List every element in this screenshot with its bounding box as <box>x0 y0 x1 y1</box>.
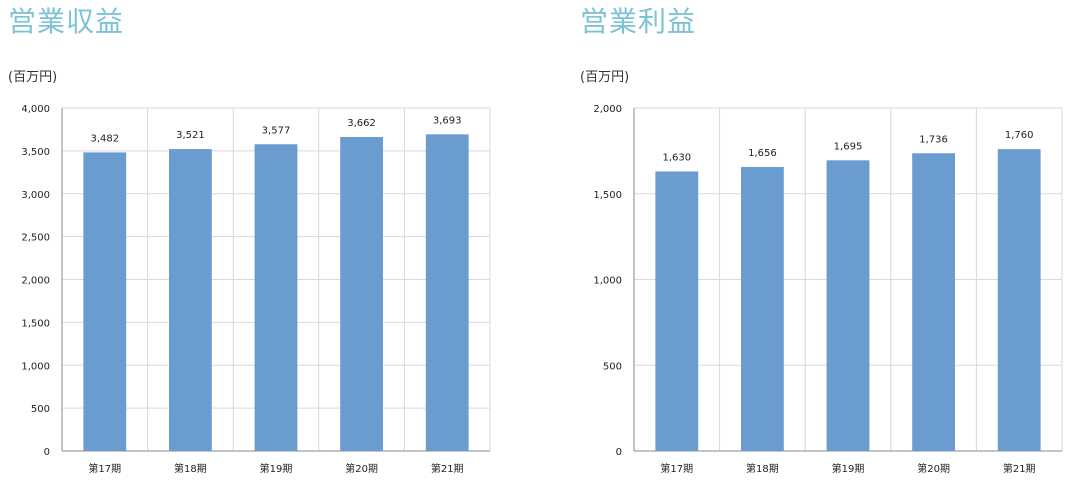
revenue-bar-chart: 0 500 1,000 1,500 2,000 2,500 3,000 3,500 4,000 3… <box>21 104 491 475</box>
revenue-chart-title: 営業収益 <box>8 5 125 38</box>
revenue-bar <box>425 134 469 451</box>
revenue-bar <box>169 149 212 451</box>
revenue-ytick-label: 1,000 <box>21 361 50 372</box>
revenue-ytick-label: 3,000 <box>21 190 50 201</box>
operating-profit-ytick-label: 1,000 <box>593 276 622 287</box>
operating-profit-bar-chart: 0 500 1,000 1,500 2,000 1,630 第17期 1,656 第18期 1,6… <box>593 104 1063 475</box>
operating-profit-bar <box>826 160 870 451</box>
revenue-ytick-label: 1,500 <box>21 318 50 329</box>
revenue-unit-label: (百万円) <box>8 70 58 85</box>
revenue-ytick-label: 500 <box>31 404 50 415</box>
operating-profit-bar <box>741 166 784 451</box>
operating-profit-bar <box>912 153 955 451</box>
revenue-value-label: 3,693 <box>433 115 462 126</box>
operating-profit-category-label: 第18期 <box>746 462 779 475</box>
operating-profit-value-label: 1,760 <box>1005 130 1034 141</box>
revenue-ytick-label: 2,000 <box>21 276 50 287</box>
operating-profit-category-label: 第17期 <box>660 462 693 475</box>
operating-profit-value-label: 1,695 <box>834 141 863 152</box>
operating-profit-ytick-label: 2,000 <box>593 104 622 115</box>
revenue-value-label: 3,662 <box>347 118 376 129</box>
revenue-value-label: 3,577 <box>262 125 291 136</box>
operating-profit-bar <box>655 171 699 451</box>
revenue-category-label: 第20期 <box>345 462 378 475</box>
revenue-category-label: 第17期 <box>88 462 121 475</box>
revenue-ytick-label: 3,500 <box>21 147 50 158</box>
revenue-bar <box>83 152 127 451</box>
operating-profit-ytick-label: 500 <box>603 361 622 372</box>
revenue-category-label: 第19期 <box>260 462 293 475</box>
revenue-ytick-label: 4,000 <box>21 104 50 115</box>
operating-profit-value-label: 1,630 <box>662 152 691 163</box>
operating-profit-category-label: 第19期 <box>832 462 865 475</box>
operating-profit-ytick-label: 0 <box>616 447 622 458</box>
revenue-bar <box>254 144 298 451</box>
revenue-chart-panel: 営業収益 (百万円) 0 500 1,000 1,500 2,000 2,500 3,000… <box>0 0 500 481</box>
operating-profit-unit-label: (百万円) <box>580 70 630 85</box>
operating-profit-category-label: 第21期 <box>1003 462 1036 475</box>
operating-profit-value-label: 1,656 <box>748 148 777 159</box>
operating-profit-chart-title: 営業利益 <box>580 5 697 38</box>
operating-profit-bar <box>997 149 1041 451</box>
revenue-value-label: 3,482 <box>90 133 119 144</box>
operating-profit-value-label: 1,736 <box>919 134 948 145</box>
operating-profit-ytick-label: 1,500 <box>593 190 622 201</box>
revenue-category-label: 第18期 <box>174 462 207 475</box>
revenue-category-label: 第21期 <box>431 462 464 475</box>
revenue-ytick-label: 0 <box>44 447 50 458</box>
revenue-bar <box>340 136 383 451</box>
operating-profit-chart-panel: 営業利益 (百万円) 0 500 1,000 1,500 2,000 1,630 第17期 1… <box>572 0 1072 481</box>
revenue-ytick-label: 2,500 <box>21 233 50 244</box>
operating-profit-category-label: 第20期 <box>917 462 950 475</box>
revenue-value-label: 3,521 <box>176 130 205 141</box>
